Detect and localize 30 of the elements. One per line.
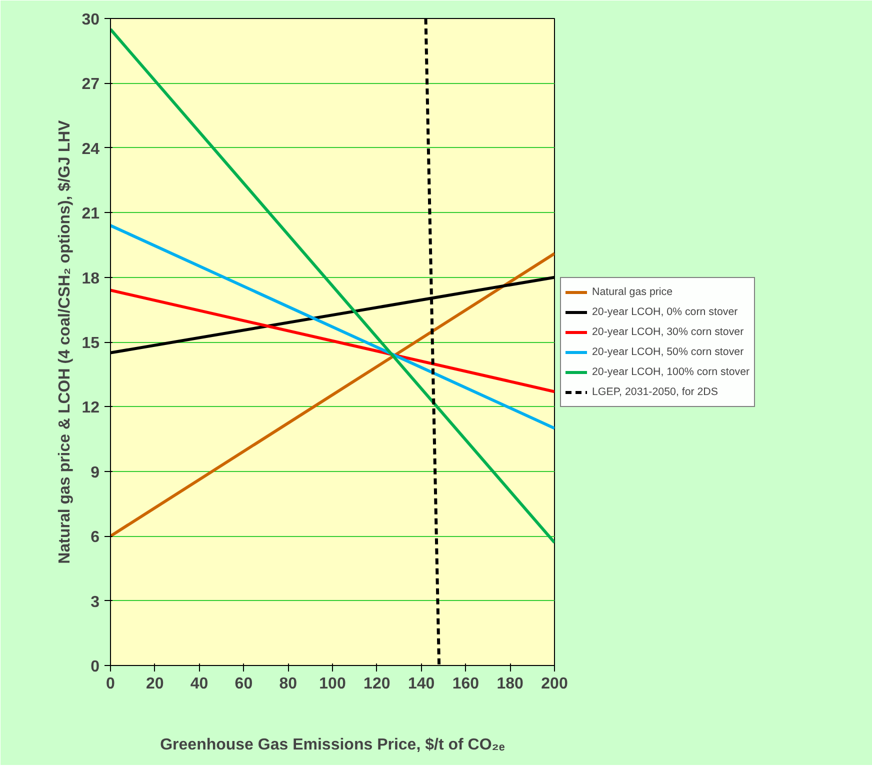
y-tick-label: 21 bbox=[82, 206, 100, 223]
legend-label: 20-year LCOH, 100% corn stover bbox=[592, 364, 750, 378]
legend-label: 20-year LCOH, 0% corn stover bbox=[592, 304, 738, 318]
x-tick-label: 80 bbox=[279, 676, 298, 692]
legend-label: 20-year LCOH, 50% corn stover bbox=[592, 344, 744, 358]
y-tick-label: 18 bbox=[82, 270, 100, 288]
y-tick-label: 9 bbox=[90, 464, 100, 482]
x-tick-label: 100 bbox=[319, 676, 346, 692]
x-tick-label: 140 bbox=[408, 676, 435, 692]
y-tick-label: 27 bbox=[82, 76, 100, 94]
x-tick-label: 0 bbox=[106, 676, 116, 692]
y-tick-label: 0 bbox=[90, 658, 100, 676]
y-tick-label: 24 bbox=[82, 140, 100, 158]
x-tick-label: 60 bbox=[234, 676, 253, 692]
x-tick-label: 180 bbox=[496, 676, 524, 692]
x-tick-label: 200 bbox=[541, 676, 568, 692]
legend-label: Natural gas price bbox=[592, 284, 673, 298]
y-axis-title: Natural gas price & LCOH (4 coal/CSH₂ options), $/GJ LHV bbox=[56, 120, 74, 564]
y-tick-label: 12 bbox=[82, 400, 100, 417]
y-tick-label: 3 bbox=[90, 594, 100, 611]
y-tick-label: 6 bbox=[90, 529, 100, 546]
x-tick-label: 40 bbox=[190, 676, 208, 692]
x-tick-label: 160 bbox=[452, 676, 480, 692]
y-tick-label: 15 bbox=[82, 335, 100, 352]
x-axis-title: Greenhouse Gas Emissions Price, $/t of CO₂ₑ bbox=[160, 736, 505, 754]
x-tick-label: 120 bbox=[364, 676, 390, 692]
legend-label: 20-year LCOH, 30% corn stover bbox=[592, 324, 744, 338]
legend-label: LGEP, 2031-2050, for 2DS bbox=[592, 384, 718, 398]
y-tick-label: 30 bbox=[82, 12, 100, 28]
x-tick-label: 20 bbox=[146, 676, 164, 692]
